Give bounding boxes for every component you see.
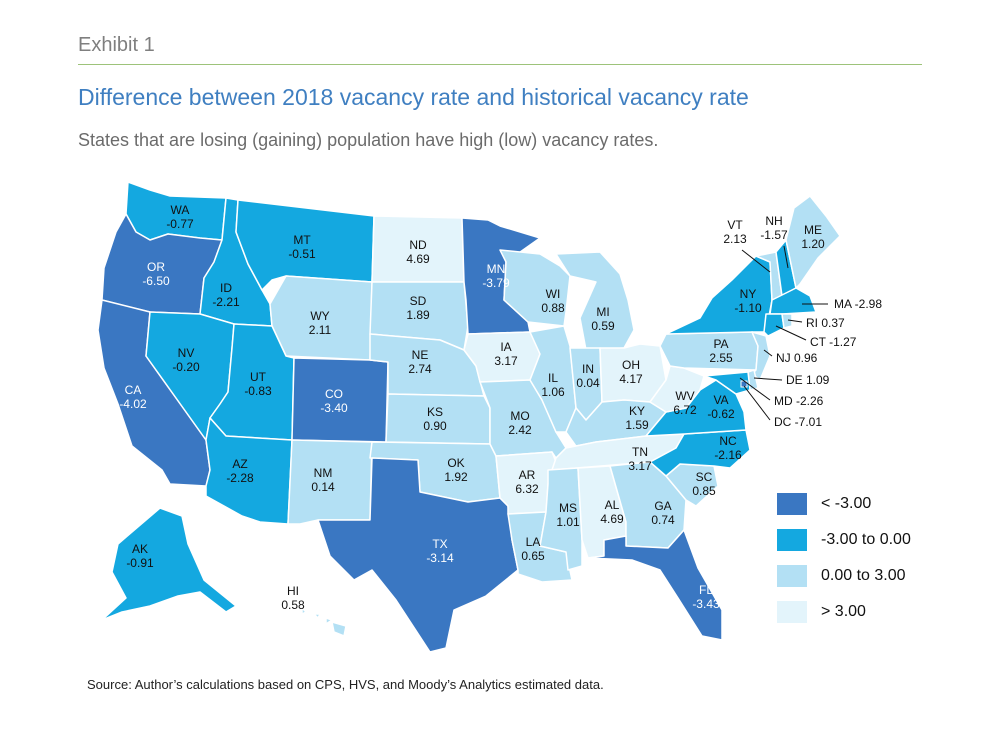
state-label-md: MD -2.26 (774, 394, 824, 408)
state-label-nc: NC -2.16 (714, 434, 742, 462)
state-MD (703, 371, 751, 395)
leader-line-dc (743, 385, 771, 421)
state-label-fl: FL -3.43 (692, 583, 720, 611)
state-AK (101, 507, 237, 621)
state-label-la: LA 0.65 (521, 535, 545, 563)
state-HI (301, 607, 347, 637)
state-label-in: IN 0.04 (576, 362, 600, 390)
state-label-ct: CT -1.27 (810, 335, 857, 349)
state-label-pa: PA 2.55 (709, 337, 733, 365)
state-label-mn: MN -3.79 (482, 262, 510, 290)
leader-line-de (753, 377, 783, 381)
legend-item: -3.00 to 0.00 (777, 522, 911, 558)
state-label-de: DE 1.09 (786, 373, 830, 387)
state-label-nm: NM 0.14 (311, 466, 335, 494)
state-NC (649, 429, 751, 477)
leader-line-nh (783, 245, 789, 269)
legend-item: > 3.00 (777, 594, 911, 630)
legend-swatch (777, 493, 807, 515)
state-label-oh: OH 4.17 (619, 358, 643, 386)
state-label-nh: NH -1.57 (760, 214, 788, 242)
legend: < -3.00 -3.00 to 0.00 0.00 to 3.00 > 3.0… (777, 486, 911, 630)
state-label-ny: NY -1.10 (734, 287, 762, 315)
state-label-ma: MA -2.98 (834, 297, 882, 311)
state-label-hi: HI 0.58 (281, 584, 305, 612)
legend-label: > 3.00 (821, 603, 866, 620)
state-label-ky: KY 1.59 (625, 404, 649, 432)
state-label-ar: AR 6.32 (515, 468, 539, 496)
state-label-co: CO -3.40 (320, 387, 348, 415)
state-label-ut: UT -0.83 (244, 370, 272, 398)
state-label-wv: WV 6.72 (673, 389, 697, 417)
legend-label: 0.00 to 3.00 (821, 567, 906, 584)
leader-line-vt (741, 249, 771, 273)
chart-subtitle: States that are losing (gaining) populat… (78, 130, 659, 150)
state-label-id: ID -2.21 (212, 281, 240, 309)
state-label-ak: AK -0.91 (126, 542, 154, 570)
state-label-mt: MT -0.51 (288, 233, 316, 261)
state-label-dc: DC -7.01 (774, 415, 822, 429)
legend-swatch (777, 565, 807, 587)
state-IL (529, 325, 577, 433)
state-RI (781, 313, 793, 329)
legend-swatch (777, 529, 807, 551)
state-label-mo: MO 2.42 (508, 409, 532, 437)
state-ME (785, 195, 841, 289)
leader-line-md (739, 377, 771, 401)
state-label-nj: NJ 0.96 (776, 351, 818, 365)
state-label-ok: OK 1.92 (444, 456, 468, 484)
legend-item: < -3.00 (777, 486, 911, 522)
legend-label: -3.00 to 0.00 (821, 531, 911, 548)
state-label-al: AL 4.69 (600, 498, 624, 526)
state-label-wi: WI 0.88 (541, 287, 565, 315)
header-rule (78, 64, 922, 65)
state-label-mi: MI 0.59 (591, 305, 615, 333)
state-label-ne: NE 2.74 (408, 348, 432, 376)
state-WI (499, 249, 571, 327)
state-label-ks: KS 0.90 (423, 405, 447, 433)
state-FL (587, 529, 723, 641)
state-label-ms: MS 1.01 (556, 501, 580, 529)
state-label-ri: RI 0.37 (806, 316, 845, 330)
leader-line-nj (763, 349, 773, 357)
state-label-vt: VT 2.13 (723, 218, 747, 246)
state-label-va: VA -0.62 (707, 393, 735, 421)
legend-swatch (777, 601, 807, 623)
exhibit-label: Exhibit 1 (78, 34, 155, 56)
chart-title: Difference between 2018 vacancy rate and… (78, 84, 749, 110)
state-label-il: IL 1.06 (541, 371, 565, 399)
state-CT (763, 313, 785, 337)
state-label-nd: ND 4.69 (406, 238, 430, 266)
state-label-tn: TN 3.17 (628, 445, 652, 473)
leader-line-ct (775, 325, 807, 341)
state-label-sd: SD 1.89 (406, 294, 430, 322)
state-label-wy: WY 2.11 (309, 309, 332, 337)
legend-label: < -3.00 (821, 495, 872, 512)
state-label-nv: NV -0.20 (172, 346, 200, 374)
state-label-ca: CA -4.02 (119, 383, 147, 411)
state-label-wa: WA -0.77 (166, 203, 194, 231)
state-label-tx: TX -3.14 (426, 537, 454, 565)
source-note: Source: Author’s calculations based on C… (87, 677, 604, 692)
state-label-ia: IA 3.17 (494, 340, 518, 368)
legend-item: 0.00 to 3.00 (777, 558, 911, 594)
state-label-me: ME 1.20 (801, 223, 825, 251)
state-label-or: OR -6.50 (142, 260, 170, 288)
state-label-ga: GA 0.74 (651, 499, 675, 527)
leader-line-ri (787, 319, 803, 323)
state-label-az: AZ -2.28 (226, 457, 254, 485)
state-label-sc: SC 0.85 (692, 470, 716, 498)
